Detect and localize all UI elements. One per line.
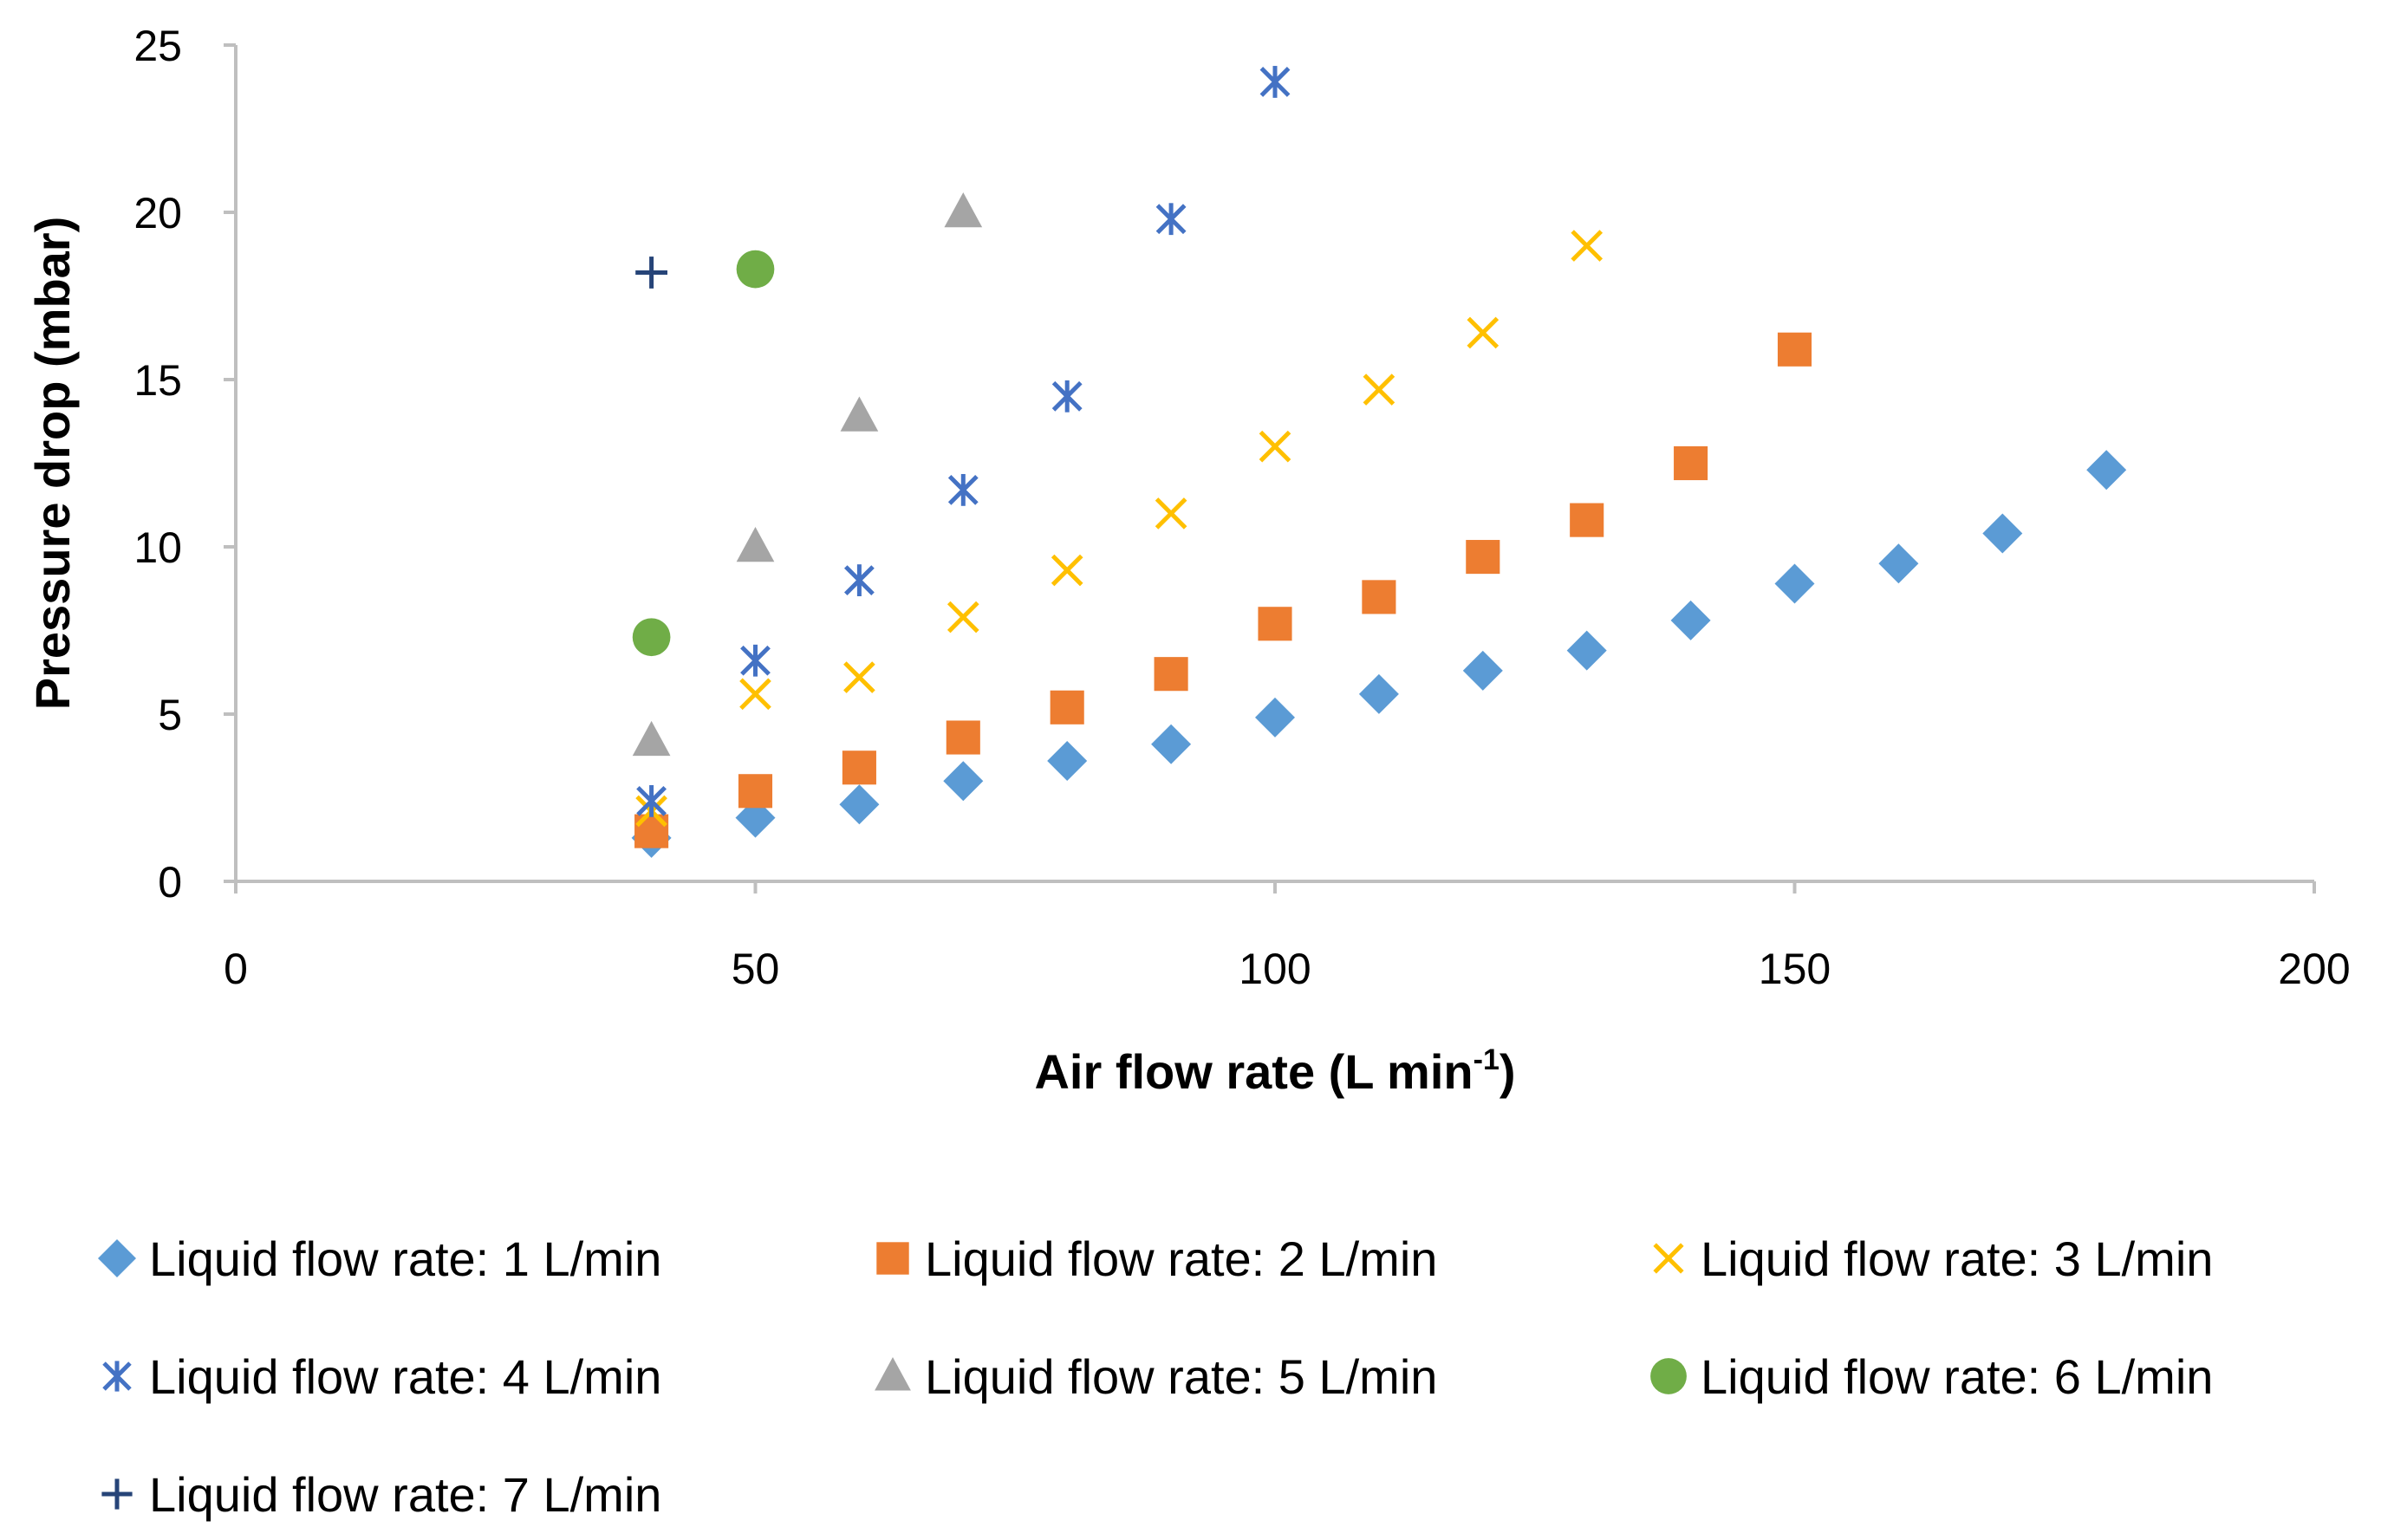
series-1 xyxy=(631,450,2127,858)
x-tick-label: 0 xyxy=(224,945,248,993)
data-point xyxy=(1571,230,1604,262)
x-axis-title-close: ) xyxy=(1500,1044,1516,1099)
legend-marker xyxy=(1650,1358,1687,1394)
data-point xyxy=(2086,450,2127,491)
data-point xyxy=(1362,580,1396,614)
y-tick-label: 25 xyxy=(133,22,182,70)
data-point xyxy=(1358,673,1399,714)
legend-label: Liquid flow rate: 7 L/min xyxy=(149,1467,661,1522)
y-axis-title: Pressure drop (mbar) xyxy=(25,217,80,711)
y-ticks: 0 5 10 15 20 25 xyxy=(133,22,236,906)
legend-marker xyxy=(876,1242,909,1275)
legend-item: Liquid flow rate: 3 L/min xyxy=(1653,1231,2213,1286)
data-point xyxy=(632,720,671,757)
x-axis-title-main: Air flow rate (L min xyxy=(1034,1044,1473,1099)
legend-item: Liquid flow rate: 4 L/min xyxy=(102,1349,661,1404)
x-tick-label: 100 xyxy=(1239,945,1311,993)
data-point xyxy=(736,250,775,289)
y-tick-label: 15 xyxy=(133,356,182,405)
x-ticks: 0 50 100 150 200 xyxy=(224,881,2351,993)
data-point xyxy=(1466,540,1500,575)
legend-label: Liquid flow rate: 6 L/min xyxy=(1701,1349,2213,1404)
legend-marker xyxy=(98,1239,136,1277)
series-7 xyxy=(635,257,667,289)
x-tick-label: 200 xyxy=(2278,945,2350,993)
data-point xyxy=(1774,563,1815,604)
data-point xyxy=(839,784,880,825)
data-point xyxy=(1259,66,1291,98)
data-point xyxy=(635,257,667,289)
data-point xyxy=(736,527,775,562)
data-point xyxy=(1155,203,1187,236)
data-point xyxy=(943,761,984,802)
data-point xyxy=(1566,630,1607,671)
data-point xyxy=(1051,554,1083,587)
legend-item: Liquid flow rate: 5 L/min xyxy=(875,1349,1437,1404)
y-tick-label: 10 xyxy=(133,523,182,572)
y-tick-label: 5 xyxy=(158,691,182,739)
legend-item: Liquid flow rate: 6 L/min xyxy=(1650,1349,2213,1404)
legend-label: Liquid flow rate: 2 L/min xyxy=(925,1231,1437,1286)
legend-marker xyxy=(875,1357,911,1391)
legend-label: Liquid flow rate: 4 L/min xyxy=(149,1349,661,1404)
y-tick-label: 20 xyxy=(133,189,182,237)
legend-marker xyxy=(102,1361,132,1392)
data-point xyxy=(843,661,875,693)
data-point xyxy=(740,644,771,677)
data-point xyxy=(1255,697,1295,738)
x-tick-label: 150 xyxy=(1759,945,1831,993)
data-point xyxy=(1462,650,1503,691)
data-point xyxy=(1259,430,1291,463)
data-point xyxy=(632,618,671,657)
data-point xyxy=(1151,724,1192,764)
legend-label: Liquid flow rate: 5 L/min xyxy=(925,1349,1437,1404)
data-point xyxy=(1777,332,1812,367)
legend-item: Liquid flow rate: 7 L/min xyxy=(101,1467,661,1522)
legend-label: Liquid flow rate: 3 L/min xyxy=(1701,1231,2213,1286)
data-point xyxy=(1982,513,2023,554)
data-point xyxy=(1570,503,1604,537)
data-point xyxy=(636,784,667,817)
series-2 xyxy=(634,332,1812,848)
data-point xyxy=(1051,380,1083,413)
legend-item: Liquid flow rate: 2 L/min xyxy=(876,1231,1437,1286)
data-point xyxy=(1674,445,1708,481)
data-point xyxy=(1050,690,1084,725)
data-point xyxy=(1154,657,1188,692)
legend-marker xyxy=(101,1478,133,1510)
x-tick-label: 50 xyxy=(732,945,780,993)
legend-marker xyxy=(1653,1243,1684,1274)
data-point xyxy=(1258,607,1292,641)
x-axis-title-sup: -1 xyxy=(1473,1043,1500,1076)
data-point xyxy=(1155,497,1187,530)
plot-area: 0 50 100 150 200 0 5 10 15 20 25 xyxy=(133,22,2350,993)
data-point xyxy=(944,192,983,228)
data-point xyxy=(738,774,773,809)
data-point xyxy=(842,751,876,785)
data-point xyxy=(634,814,669,848)
data-point xyxy=(947,473,979,506)
data-point xyxy=(1047,741,1088,782)
data-point xyxy=(1670,600,1711,640)
data-point xyxy=(843,564,875,596)
x-axis-title: Air flow rate (L min-1) xyxy=(1034,1043,1515,1099)
data-points xyxy=(631,66,2127,858)
data-point xyxy=(946,720,980,755)
data-point xyxy=(1467,316,1500,349)
legend: Liquid flow rate: 1 L/min Liquid flow rat… xyxy=(98,1231,2213,1522)
data-point xyxy=(840,396,879,432)
data-point xyxy=(1878,543,1919,584)
series-5 xyxy=(632,192,983,757)
series-4 xyxy=(636,66,1291,817)
data-point xyxy=(947,601,979,634)
data-point xyxy=(1363,374,1395,406)
legend-item: Liquid flow rate: 1 L/min xyxy=(98,1231,661,1286)
series-3 xyxy=(635,230,1604,828)
series-6 xyxy=(632,250,775,657)
y-tick-label: 0 xyxy=(158,858,182,906)
data-point xyxy=(739,678,771,711)
legend-label: Liquid flow rate: 1 L/min xyxy=(149,1231,661,1286)
